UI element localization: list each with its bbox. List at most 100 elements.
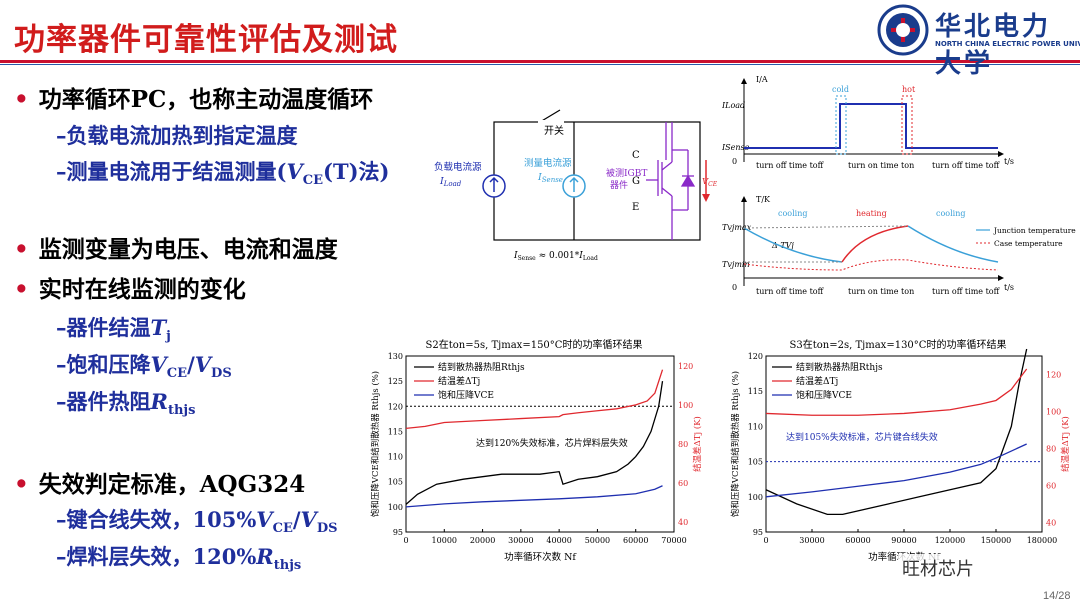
dut-label: 被测IGBT: [606, 167, 647, 179]
title-divider: [0, 60, 1080, 63]
chart2-xtick-5: 150000: [981, 536, 1012, 545]
chart2-y2label: 结温差ΔTj (K): [1060, 416, 1071, 472]
svg-text:ISense: ISense: [722, 143, 750, 152]
chart1-legend-dtj: 结温差ΔTj: [438, 375, 480, 387]
chart1-xtick-3: 30000: [508, 536, 533, 545]
svg-text:Case temperature: Case temperature: [994, 239, 1063, 248]
sense-source-label: 测量电流源: [524, 157, 572, 169]
svg-text:turn off time toff: turn off time toff: [932, 161, 1001, 170]
chart2-ytick-1: 100: [748, 493, 763, 502]
chart2-ytick-4: 115: [748, 387, 763, 396]
svg-text:cooling: cooling: [936, 209, 966, 218]
chart1-xtick-7: 70000: [661, 536, 686, 545]
bullet-power-cycling: • 功率循环PC，也称主动温度循环: [14, 86, 374, 113]
title-divider-blue: [0, 64, 1080, 65]
chart1-series-0: [405, 381, 664, 505]
chart1-ytick-1: 100: [388, 503, 403, 512]
chart1-xtick-6: 60000: [623, 536, 648, 545]
chart2-legend-dtj: 结温差ΔTj: [796, 375, 838, 387]
chart1-series-1: [405, 369, 664, 430]
svg-text:heating: heating: [856, 209, 887, 218]
page-title: 功率器件可靠性评估及测试: [14, 22, 398, 58]
svg-text:E: E: [632, 202, 639, 213]
svg-text:I/A: I/A: [756, 75, 768, 84]
logo-english-name: NORTH CHINA ELECTRIC POWER UNIVERSITY: [935, 40, 1080, 48]
logo-chinese-name: 华北电力大学: [935, 12, 1052, 79]
chart1-xtick-5: 50000: [585, 536, 610, 545]
chart2-ytick-2: 105: [748, 458, 763, 467]
chart1-ytick-6: 125: [388, 377, 403, 386]
chart2-ylabel: 饱和压降VCE和结到散热器 Rthjs (%): [730, 371, 741, 517]
svg-text:ILoad: ILoad: [439, 176, 462, 188]
sub-solder-failure: –焊料层失效，120%Rthjs: [56, 544, 302, 574]
svg-text:turn on time ton: turn on time ton: [848, 161, 914, 170]
chart1-xtick-0: 0: [403, 536, 408, 545]
chart2-series-0: [765, 348, 1028, 516]
load-source-label: 负载电流源: [434, 161, 482, 173]
sub-load-current: –负载电流加热到指定温度: [56, 123, 298, 148]
chart2-xtick-1: 30000: [799, 536, 824, 545]
bullet-monitor-vars: • 监测变量为电压、电流和温度: [14, 236, 338, 263]
chart1-annotation: 达到120%失效标准，芯片焊料层失效: [476, 437, 628, 449]
chart1-series-2: [405, 485, 663, 508]
bullet-online-monitor: • 实时在线监测的变化: [14, 276, 246, 303]
svg-text:C: C: [632, 150, 640, 161]
chart1-title: S2在ton=5s, Tjmax=150°C时的功率循环结果: [426, 338, 643, 351]
chart2-title: S3在ton=2s, Tjmax=130°C时的功率循环结果: [790, 338, 1007, 351]
chart2-ytick-0: 95: [753, 528, 763, 537]
chart2-series-2: [765, 443, 1027, 498]
chart2-legend-vce: 饱和压降VCE: [796, 389, 852, 401]
timing-diagrams: I/A t/s 0 ILoad ISense cold hot turn off…: [722, 75, 1076, 296]
chart-s2-results: S2在ton=5s, Tjmax=150°C时的功率循环结果 0 10000 200…: [370, 338, 703, 563]
chart1-y2tick-2: 80: [678, 440, 688, 449]
switch-label: 开关: [544, 124, 564, 137]
chart2-xtick-3: 90000: [891, 536, 916, 545]
chart-s3-results: S3在ton=2s, Tjmax=130°C时的功率循环结果 0 30000 600…: [730, 338, 1071, 563]
chart2-ytick-5: 120: [748, 352, 763, 361]
chart1-plot-area: [405, 355, 675, 533]
svg-text:ISense ≈ 0.001*ILoad: ISense ≈ 0.001*ILoad: [513, 251, 598, 262]
svg-text:turn off time toff: turn off time toff: [932, 287, 1001, 296]
chart1-legend-rthjs: 结到散热器热阻Rthjs: [438, 361, 525, 373]
sub-thermal-resistance: –器件热阻Rthjs: [56, 389, 196, 419]
svg-text:ISense: ISense: [537, 172, 563, 184]
sub-measure-current: –测量电流用于结温测量(VCE(T)法): [56, 159, 390, 189]
chart1-xtick-4: 40000: [546, 536, 571, 545]
chart2-legend-rthjs: 结到散热器热阻Rthjs: [796, 361, 883, 373]
svg-text:t/s: t/s: [1004, 283, 1014, 292]
chart1-xtick-2: 20000: [470, 536, 495, 545]
chart1-legend-vce: 饱和压降VCE: [438, 389, 494, 401]
svg-text:cold: cold: [832, 85, 849, 94]
chart2-plot-area: [765, 355, 1043, 533]
svg-text:ILoad: ILoad: [722, 101, 745, 110]
svg-text:T/K: T/K: [756, 195, 771, 204]
chart2-ytick-3: 110: [748, 422, 763, 431]
emblem-icon: [877, 4, 929, 56]
igbt-symbol-icon: [646, 122, 696, 240]
svg-text:cooling: cooling: [778, 209, 808, 218]
svg-text:Tvjmax: Tvjmax: [722, 223, 752, 232]
chart1-xtick-1: 10000: [432, 536, 457, 545]
chart1-ytick-0: 95: [393, 528, 403, 537]
chart2-xtick-6: 180000: [1027, 536, 1058, 545]
chart1-y2tick-1: 60: [678, 479, 688, 488]
chart1-y2tick-3: 100: [678, 401, 693, 410]
svg-text:Tvjmin: Tvjmin: [722, 260, 750, 269]
chart2-y2tick-2: 80: [1046, 445, 1056, 454]
svg-text:Δ TVj: Δ TVj: [771, 241, 794, 250]
chart1-ytick-5: 120: [388, 402, 403, 411]
watermark: 旺材芯片: [898, 554, 978, 582]
chart2-xtick-4: 120000: [935, 536, 966, 545]
svg-text:器件: 器件: [610, 179, 628, 191]
chart1-ytick-7: 130: [388, 352, 403, 361]
chart2-y2tick-0: 40: [1046, 519, 1056, 528]
chart2-series-1: [765, 368, 1028, 416]
chart1-y2tick-0: 40: [678, 518, 688, 527]
chart2-annotation: 达到105%失效标准，芯片键合线失效: [786, 431, 938, 443]
page-number: 14/28: [1043, 590, 1071, 602]
chart1-ytick-2: 105: [388, 478, 403, 487]
svg-text:Junction temperature: Junction temperature: [993, 226, 1076, 235]
svg-text:0: 0: [732, 283, 737, 292]
chart2-xtick-2: 60000: [845, 536, 870, 545]
university-logo: 华北电力大学 NORTH CHINA ELECTRIC POWER UNIVER…: [877, 4, 1080, 79]
